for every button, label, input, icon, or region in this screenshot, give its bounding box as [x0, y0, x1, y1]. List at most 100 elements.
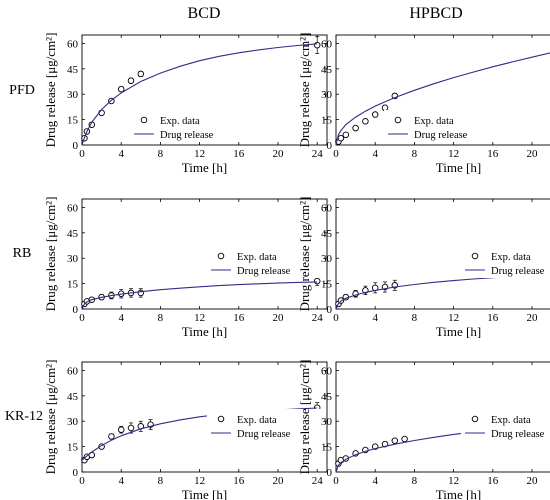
legend-label-exp-data: Exp. data: [160, 116, 200, 127]
y-tick-label: 15: [67, 279, 79, 291]
exp-data-point: [313, 41, 321, 49]
y-tick-label: 60: [321, 365, 333, 377]
plot-frame: [335, 361, 550, 473]
x-tick-label: 16: [487, 475, 499, 487]
x-tick-label: 16: [233, 148, 245, 160]
y-tick-label: 30: [321, 89, 333, 101]
y-tick-label: 0: [327, 140, 333, 152]
panel-kr-12-bcd: 0 4 8 12 16 20 24 0 15 30 45 60 Time [h] Drug release…: [43, 360, 328, 500]
legend: Exp. data Drug release: [207, 409, 323, 441]
x-tick-label: 20: [527, 475, 539, 487]
y-axis-title: Drug release [μg/cm²]: [297, 33, 312, 148]
exp-data-point: [127, 77, 135, 84]
y-tick-label: 15: [321, 279, 333, 291]
legend-label-drug-release: Drug release: [491, 266, 545, 277]
x-tick-label: 8: [158, 475, 164, 487]
legend-label-exp-data: Exp. data: [491, 415, 531, 426]
y-axis-title: Drug release [μg/cm²]: [43, 33, 58, 148]
y-tick-label: 45: [321, 228, 333, 240]
x-tick-label: 4: [372, 475, 378, 487]
exp-data-point: [362, 118, 369, 125]
exp-data-point: [117, 426, 125, 433]
legend-label-exp-data: Exp. data: [237, 252, 277, 263]
y-tick-label: 60: [67, 202, 79, 214]
x-tick-label: 24: [312, 148, 324, 160]
x-tick-label: 16: [487, 148, 499, 160]
y-tick-label: 15: [321, 115, 333, 127]
legend-label-drug-release: Drug release: [160, 130, 214, 141]
legend: Exp. data Drug release: [461, 409, 550, 441]
x-tick-label: 20: [273, 148, 285, 160]
y-tick-label: 30: [67, 416, 79, 428]
column-title-hpbcd: HPBCD: [409, 5, 462, 22]
legend: Exp. data Drug release: [130, 110, 246, 142]
x-axis-title: Time [h]: [182, 487, 227, 500]
x-tick-label: 20: [273, 312, 285, 324]
x-tick-label: 24: [312, 312, 324, 324]
y-tick-label: 0: [327, 467, 333, 479]
y-tick-label: 0: [73, 467, 79, 479]
y-tick-label: 60: [321, 202, 333, 214]
exp-data-point: [137, 70, 145, 78]
x-tick-label: 16: [233, 312, 245, 324]
x-tick-label: 12: [194, 475, 205, 487]
x-tick-label: 0: [333, 148, 339, 160]
x-tick-label: 0: [333, 312, 339, 324]
y-tick-label: 45: [67, 228, 79, 240]
x-tick-label: 12: [448, 312, 459, 324]
y-tick-label: 0: [73, 140, 79, 152]
x-axis-title: Time [h]: [182, 160, 227, 175]
x-axis-title: Time [h]: [182, 324, 227, 339]
legend-box: [207, 246, 323, 278]
legend-marker-exp-data: [217, 252, 225, 260]
y-tick-label: 30: [321, 253, 333, 265]
x-tick-label: 20: [273, 475, 285, 487]
row-label-kr-12: KR-12: [5, 409, 43, 424]
row-label-pfd: PFD: [9, 83, 35, 98]
drug-release-curve: [335, 52, 550, 146]
exp-data-point: [313, 277, 321, 285]
x-tick-label: 12: [448, 148, 459, 160]
x-tick-label: 20: [527, 312, 539, 324]
exp-data-point: [117, 85, 125, 93]
x-tick-label: 4: [118, 312, 124, 324]
y-tick-label: 60: [321, 38, 333, 50]
legend-marker-exp-data: [217, 415, 225, 423]
drug-release-curve: [335, 274, 550, 310]
legend-label-drug-release: Drug release: [237, 429, 291, 440]
x-tick-label: 16: [233, 475, 245, 487]
exp-data-point: [381, 104, 389, 112]
x-axis-title: Time [h]: [436, 487, 481, 500]
row-label-rb: RB: [13, 246, 32, 261]
x-tick-label: 4: [372, 312, 378, 324]
plot-frame: [335, 34, 550, 146]
y-tick-label: 30: [67, 253, 79, 265]
legend-marker-exp-data: [471, 252, 479, 260]
legend-label-drug-release: Drug release: [414, 130, 468, 141]
y-tick-label: 0: [327, 304, 333, 316]
panel-rb-bcd: 0 4 8 12 16 20 24 0 15 30 45 60 Time [h] Drug release…: [43, 197, 328, 339]
x-tick-label: 0: [79, 148, 85, 160]
legend-label-exp-data: Exp. data: [491, 252, 531, 263]
y-tick-label: 45: [321, 391, 333, 403]
legend-box: [461, 409, 550, 441]
legend: Exp. data Drug release: [461, 246, 550, 278]
y-tick-label: 45: [321, 64, 333, 76]
exp-data-point: [401, 435, 408, 443]
x-tick-label: 8: [412, 312, 418, 324]
x-tick-label: 8: [158, 312, 164, 324]
plot-frame: [81, 361, 328, 473]
y-tick-label: 30: [67, 89, 79, 101]
plot-frame: [335, 198, 550, 310]
x-tick-label: 0: [79, 312, 85, 324]
x-tick-label: 4: [372, 148, 378, 160]
y-tick-label: 30: [321, 416, 333, 428]
x-axis-title: Time [h]: [436, 324, 481, 339]
exp-data-point: [108, 433, 115, 440]
x-tick-label: 8: [412, 475, 418, 487]
x-tick-label: 0: [79, 475, 85, 487]
x-tick-label: 12: [194, 312, 205, 324]
x-tick-label: 12: [448, 475, 459, 487]
